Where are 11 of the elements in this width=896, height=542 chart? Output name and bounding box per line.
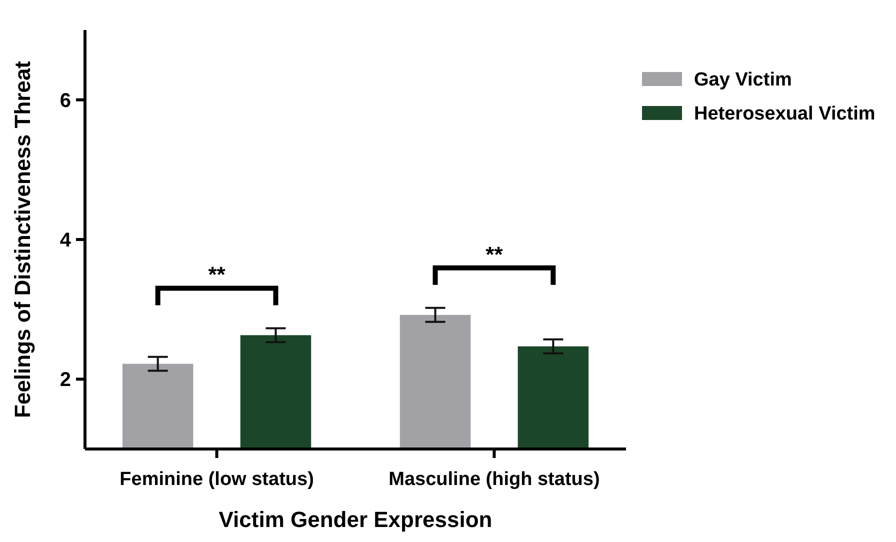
y-tick-label: 4 bbox=[60, 230, 72, 252]
y-axis-title: Feelings of Distinctiveness Threat bbox=[10, 60, 35, 418]
x-tick-label: Masculine (high status) bbox=[388, 469, 600, 490]
y-tick-label: 6 bbox=[60, 90, 71, 112]
x-axis-title: Victim Gender Expression bbox=[218, 507, 492, 532]
legend-label: Gay Victim bbox=[694, 70, 792, 91]
annotation: ** bbox=[486, 242, 504, 267]
annotation: ** bbox=[208, 262, 226, 288]
y-tick-label: 2 bbox=[60, 369, 71, 392]
legend-label: Heterosexual Victim bbox=[694, 104, 876, 125]
x-tick-label: Feminine (low status) bbox=[120, 469, 314, 490]
